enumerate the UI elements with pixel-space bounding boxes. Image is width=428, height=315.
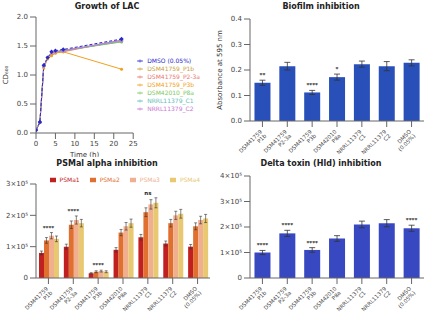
svg-text:DSM41759P1b: DSM41759P1b <box>238 285 268 314</box>
svg-text:0.3: 0.3 <box>231 41 242 49</box>
svg-text:3×10⁵: 3×10⁵ <box>8 180 28 188</box>
svg-text:DSM41759P3b: DSM41759P3b <box>287 285 317 314</box>
svg-text:NRRL11379C2: NRRL11379C2 <box>360 285 392 314</box>
svg-text:0: 0 <box>238 274 242 282</box>
svg-text:DSM41759P3b: DSM41759P3b <box>73 285 103 314</box>
svg-text:****: **** <box>306 240 318 246</box>
svg-text:2.0: 2.0 <box>17 13 28 21</box>
svg-text:0.1: 0.1 <box>231 92 242 100</box>
svg-text:****: **** <box>282 222 294 228</box>
svg-text:CD₆₀₀: CD₆₀₀ <box>8 65 10 84</box>
svg-text:DSM41759P2-3a: DSM41759P2-3a <box>49 285 79 314</box>
svg-text:DSM41759P1b: DSM41759P1b <box>238 128 268 157</box>
svg-text:****: **** <box>306 82 318 88</box>
svg-text:DMSO(0.05%): DMSO(0.05%) <box>179 285 203 309</box>
svg-text:*: * <box>336 66 339 72</box>
svg-text:****: **** <box>92 262 104 268</box>
svg-text:Absorbance at 595 nm: Absorbance at 595 nm <box>216 30 224 110</box>
svg-text:NRRL11379C2: NRRL11379C2 <box>146 285 178 314</box>
svg-text:1×10⁵: 1×10⁵ <box>8 243 28 251</box>
svg-text:0.0: 0.0 <box>231 117 242 125</box>
svg-text:****: **** <box>257 242 269 248</box>
svg-text:25: 25 <box>129 140 138 148</box>
svg-text:DSM41759P2-3a: DSM41759P2-3a <box>263 128 293 157</box>
svg-text:20: 20 <box>109 140 118 148</box>
svg-text:1×10⁵: 1×10⁵ <box>220 249 242 257</box>
svg-text:0.4: 0.4 <box>231 15 243 23</box>
svg-text:DSM41759P1b: DSM41759P1b <box>24 285 54 314</box>
svg-text:3×10⁵: 3×10⁵ <box>220 198 242 206</box>
svg-text:NRRL11379C2: NRRL11379C2 <box>360 128 392 157</box>
svg-text:0.5: 0.5 <box>17 100 28 108</box>
svg-text:DSM41759P2-3a: DSM41759P2-3a <box>263 285 293 314</box>
svg-text:0: 0 <box>34 140 38 148</box>
svg-text:****: **** <box>43 225 55 231</box>
svg-text:DMSO(0.05%): DMSO(0.05%) <box>393 128 417 152</box>
svg-text:**: ** <box>260 72 266 78</box>
svg-text:1.0: 1.0 <box>17 71 28 79</box>
svg-text:4×10⁵: 4×10⁵ <box>220 172 242 180</box>
svg-text:0.2: 0.2 <box>231 66 242 74</box>
svg-text:****: **** <box>68 208 80 214</box>
svg-text:****: **** <box>406 217 418 223</box>
svg-text:DSM41759P3b: DSM41759P3b <box>287 128 317 157</box>
svg-text:10: 10 <box>70 140 79 148</box>
svg-text:ns: ns <box>144 190 152 196</box>
svg-text:15: 15 <box>90 140 99 148</box>
svg-text:1.5: 1.5 <box>17 42 28 50</box>
svg-text:0.0: 0.0 <box>17 129 28 137</box>
svg-text:DMSO(0.05%): DMSO(0.05%) <box>393 285 417 309</box>
svg-text:2×10⁵: 2×10⁵ <box>220 223 242 231</box>
svg-text:2×10⁵: 2×10⁵ <box>8 212 28 220</box>
svg-text:5: 5 <box>53 140 57 148</box>
svg-text:0: 0 <box>24 274 28 282</box>
svg-text:Time (h): Time (h) <box>69 151 100 157</box>
